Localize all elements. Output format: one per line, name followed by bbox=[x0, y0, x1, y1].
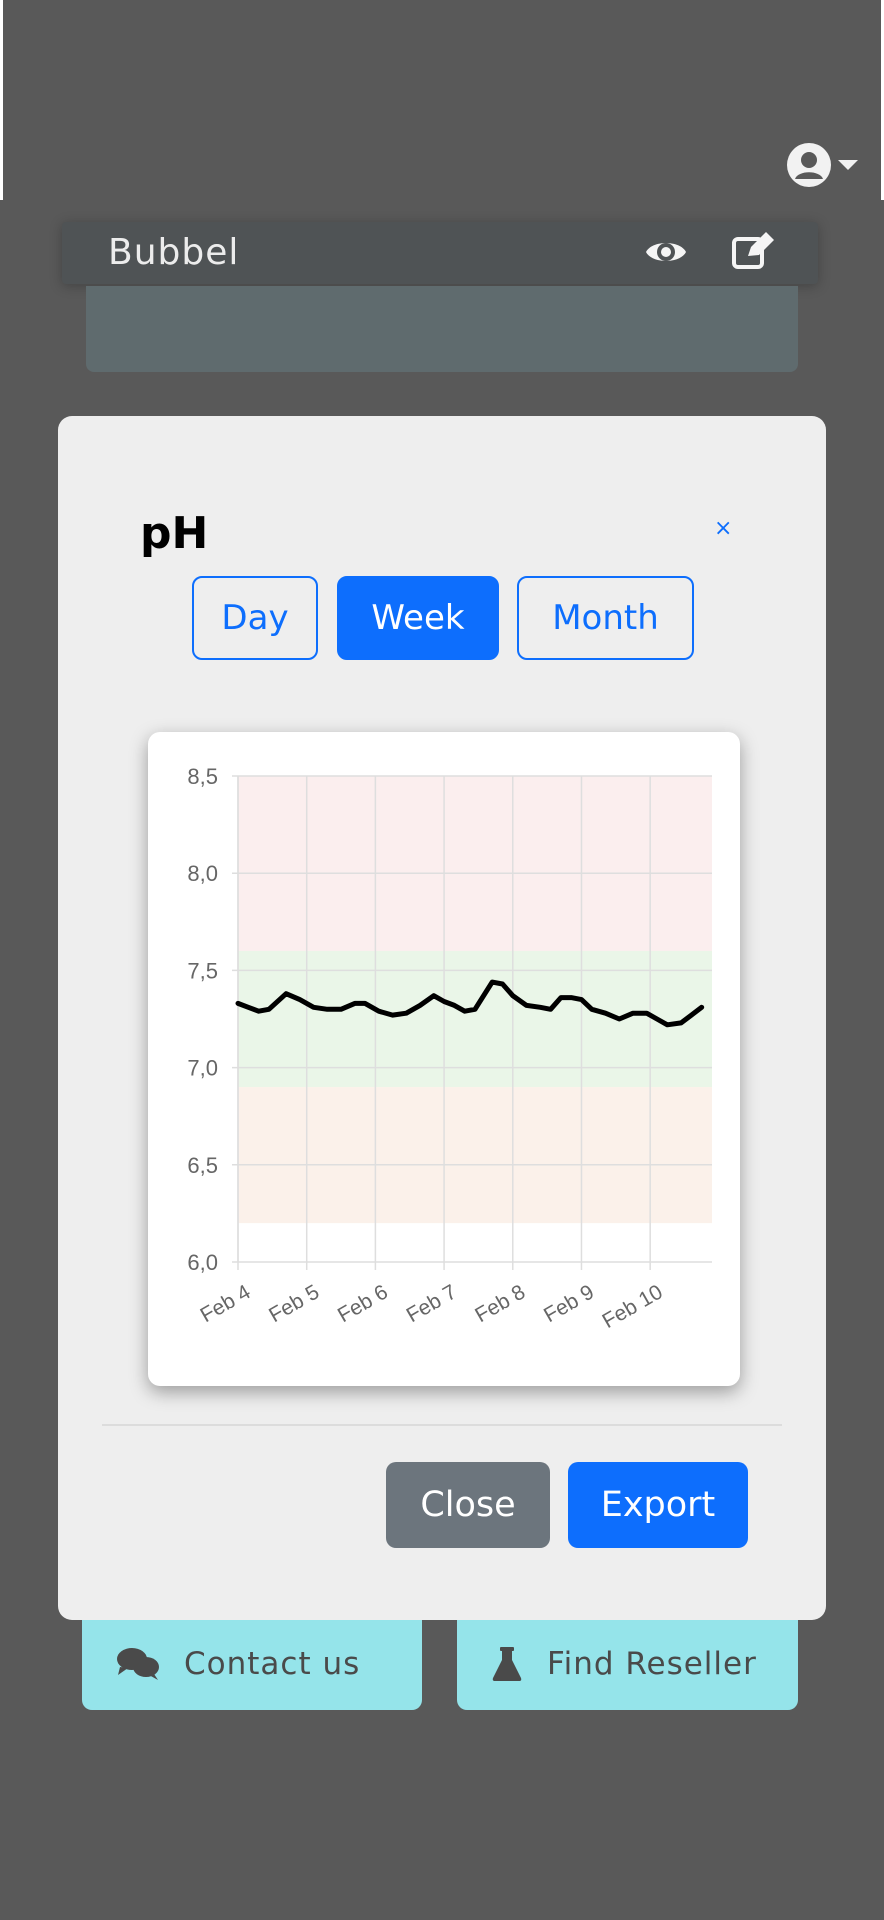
close-icon[interactable]: × bbox=[714, 516, 733, 541]
range-day-button[interactable]: Day bbox=[192, 576, 318, 660]
find-reseller-button[interactable]: Find Reseller bbox=[457, 1618, 798, 1710]
ph-chart-card: 8,5 8,0 7,5 7,0 6,5 6,0 Feb 4 Feb 5 Feb 6 Feb 7 Fe… bbox=[148, 732, 740, 1386]
flask-icon bbox=[492, 1647, 522, 1681]
user-circle-icon bbox=[787, 143, 831, 187]
ph-series-line bbox=[235, 979, 705, 1028]
export-button[interactable]: Export bbox=[568, 1462, 748, 1548]
x-tick-label: Feb 8 bbox=[471, 1280, 529, 1327]
contact-us-label: Contact us bbox=[184, 1646, 361, 1682]
find-reseller-label: Find Reseller bbox=[547, 1646, 757, 1682]
contact-us-button[interactable]: Contact us bbox=[82, 1618, 422, 1710]
top-bar-right-edge bbox=[881, 0, 884, 200]
top-bar bbox=[0, 0, 884, 200]
close-button[interactable]: Close bbox=[386, 1462, 550, 1548]
eye-icon[interactable] bbox=[644, 234, 688, 270]
chart-band-0 bbox=[238, 776, 712, 951]
edit-icon[interactable] bbox=[730, 230, 776, 272]
y-tick-label: 7,5 bbox=[187, 958, 218, 983]
comments-icon bbox=[117, 1648, 159, 1680]
x-tick-label: Feb 9 bbox=[540, 1280, 598, 1327]
modal-footer-divider bbox=[102, 1424, 782, 1426]
ph-chart-modal: pH × Day Week Month 8,5 8,0 7,5 7,0 6,5 6,0 Fe… bbox=[58, 416, 826, 1620]
x-tick-label: Feb 5 bbox=[265, 1280, 323, 1327]
x-tick-label: Feb 6 bbox=[334, 1280, 392, 1327]
device-card bbox=[86, 286, 798, 372]
y-tick-label: 6,0 bbox=[187, 1250, 218, 1275]
top-bar-left-edge bbox=[0, 0, 3, 200]
user-menu[interactable] bbox=[786, 142, 858, 188]
chart-band-2 bbox=[238, 1087, 712, 1224]
x-tick-label: Feb 7 bbox=[403, 1280, 461, 1327]
y-tick-label: 6,5 bbox=[187, 1153, 218, 1178]
y-tick-label: 8,0 bbox=[187, 861, 218, 886]
device-header: Bubbel bbox=[62, 222, 818, 284]
range-month-button[interactable]: Month bbox=[517, 576, 694, 660]
y-tick-label: 7,0 bbox=[187, 1056, 218, 1081]
device-name: Bubbel bbox=[108, 232, 240, 273]
modal-title: pH bbox=[140, 508, 209, 559]
x-tick-label: Feb 4 bbox=[196, 1280, 254, 1327]
y-tick-label: 8,5 bbox=[187, 764, 218, 789]
x-tick-label: Feb 10 bbox=[599, 1280, 667, 1333]
range-week-button[interactable]: Week bbox=[337, 576, 499, 660]
chart-band-1 bbox=[238, 950, 712, 1088]
caret-down-icon bbox=[838, 160, 858, 170]
